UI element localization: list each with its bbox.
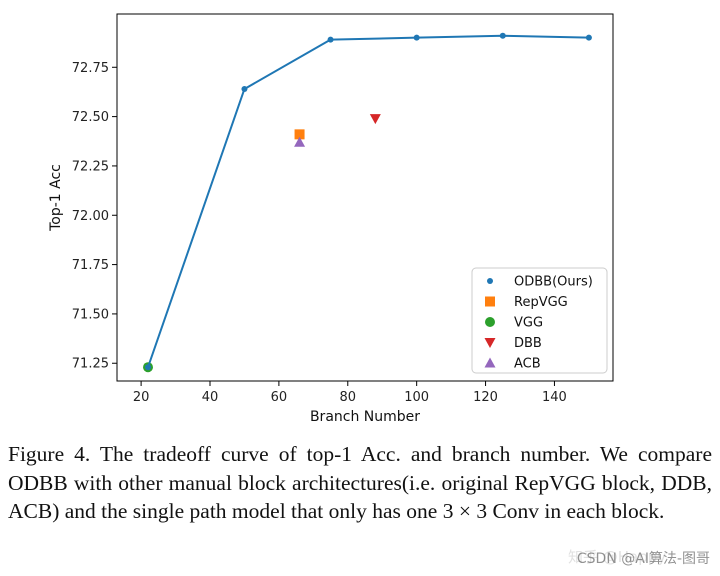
x-tick-label: 120 [473, 390, 498, 405]
x-tick-label: 60 [271, 390, 288, 405]
x-tick-label: 20 [133, 390, 150, 405]
legend-label-acb: ACB [514, 357, 541, 372]
odbb-ours-point [499, 32, 506, 39]
legend-label-dbb: DBB [514, 336, 542, 351]
odbb-ours-point [241, 85, 248, 92]
y-tick-label: 72.00 [72, 209, 109, 224]
dbb-point [369, 114, 381, 125]
series-layer [143, 32, 592, 373]
figure-caption: Figure 4. The tradeoff curve of top-1 Ac… [8, 442, 712, 523]
plot-frame [116, 13, 614, 382]
y-tick-label: 71.75 [72, 258, 109, 273]
x-axis-title: Branch Number [310, 409, 420, 425]
y-axis-title: Top-1 Acc [48, 164, 64, 232]
legend-marker-odbb-ours [487, 278, 493, 284]
x-tick-label: 100 [404, 390, 429, 405]
y-tick-label: 71.50 [72, 307, 109, 322]
legend-marker-repvgg [485, 296, 495, 307]
y-tick-label: 71.25 [72, 357, 109, 372]
x-tick-label: 140 [542, 390, 567, 405]
legend-marker-acb [484, 357, 496, 368]
y-tick-label: 72.25 [72, 159, 109, 174]
legend: ODBB(Ours) RepVGG VGG DBB ACB [471, 267, 608, 374]
y-axis-ticks: 71.25 71.50 71.75 72.00 72.25 72.50 72.75 [72, 61, 117, 372]
legend-marker-vgg [485, 317, 495, 327]
odbb-ours-point [413, 34, 420, 41]
odbb-ours-point [585, 34, 592, 41]
legend-label-repvgg: RepVGG [514, 295, 568, 310]
watermark-csdn: CSDN @AI算法-图哥 [576, 551, 710, 567]
chart: 20 40 60 80 100 120 140 71.25 71.50 71.75 72.00 72… [48, 13, 614, 425]
legend-label-vgg: VGG [514, 316, 543, 331]
legend-marker-dbb [484, 338, 496, 348]
odbb-ours-point [327, 36, 334, 43]
legend-box [471, 267, 608, 374]
x-tick-label: 40 [202, 390, 219, 405]
acb-point [294, 136, 306, 147]
legend-label-odbb-ours: ODBB(Ours) [514, 275, 593, 290]
odbb-ours-line [147, 34, 589, 368]
odbb-ours-point [145, 364, 151, 371]
repvgg-point [294, 129, 305, 140]
x-axis-ticks: 20 40 60 80 100 120 140 [133, 381, 567, 405]
watermark-zhihu: 知乎 @Happy [568, 548, 667, 566]
x-tick-label: 80 [340, 390, 357, 405]
y-tick-label: 72.50 [72, 110, 109, 125]
y-tick-label: 72.75 [72, 61, 109, 76]
